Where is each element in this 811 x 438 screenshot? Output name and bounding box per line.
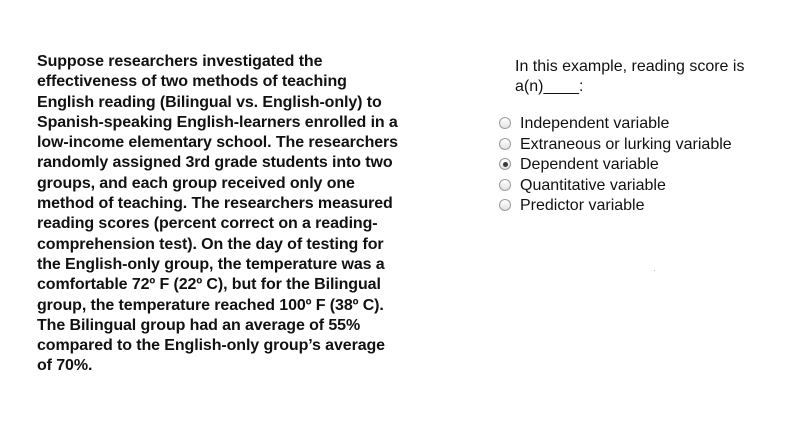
option-extraneous-or-lurking-variable[interactable]: Extraneous or lurking variable bbox=[498, 135, 788, 158]
option-predictor-variable[interactable]: Predictor variable bbox=[498, 197, 788, 219]
option-dependent-variable[interactable]: Dependent variable bbox=[498, 156, 788, 178]
option-independent-variable[interactable]: Independent variable bbox=[498, 115, 788, 137]
passage-line: randomly assigned 3rd grade students int… bbox=[37, 154, 393, 172]
stray-dot bbox=[654, 270, 655, 271]
radio-button[interactable] bbox=[499, 137, 511, 150]
radio-button[interactable] bbox=[499, 158, 511, 170]
passage-line: Spanish-speaking English-learners enroll… bbox=[37, 113, 398, 131]
passage-line: English reading (Bilingual vs. English-o… bbox=[37, 93, 382, 111]
passage-line: compared to the English-only group’s ave… bbox=[37, 337, 385, 355]
option-label[interactable]: Quantitative variable bbox=[520, 176, 666, 194]
radio-button[interactable] bbox=[499, 199, 511, 211]
question-prompt: In this example, reading score is a(n)__… bbox=[515, 57, 744, 97]
passage-line: the English-only group, the temperature … bbox=[37, 255, 385, 273]
radio-button[interactable] bbox=[499, 117, 511, 129]
passage-line: The Bilingual group had an average of 55… bbox=[37, 316, 361, 334]
scenario-passage: Suppose researchers investigated the eff… bbox=[37, 52, 477, 377]
option-label[interactable]: Extraneous or lurking variable bbox=[520, 135, 732, 153]
question-line: a(n)____: bbox=[515, 78, 584, 95]
passage-line: of 70%. bbox=[37, 357, 93, 375]
option-label[interactable]: Independent variable bbox=[520, 115, 670, 132]
option-label[interactable]: Predictor variable bbox=[520, 197, 645, 214]
passage-line: effectiveness of two methods of teaching bbox=[37, 73, 347, 91]
passage-line: group, the temperature reached 100º F (3… bbox=[37, 296, 384, 314]
radio-button[interactable] bbox=[499, 178, 511, 191]
passage-line: comprehension test). On the day of testi… bbox=[37, 235, 384, 253]
option-quantitative-variable[interactable]: Quantitative variable bbox=[498, 176, 788, 199]
question-line: In this example, reading score is bbox=[515, 58, 745, 75]
passage-line: method of teaching. The researchers meas… bbox=[37, 195, 393, 213]
passage-line: low-income elementary school. The resear… bbox=[37, 134, 398, 152]
option-label[interactable]: Dependent variable bbox=[520, 156, 659, 173]
passage-line: groups, and each group received only one bbox=[37, 174, 355, 192]
passage-line: Suppose researchers investigated the bbox=[37, 53, 323, 70]
passage-line: reading scores (percent correct on a rea… bbox=[37, 215, 378, 233]
passage-line: comfortable 72º F (22º C), but for the B… bbox=[37, 276, 381, 294]
